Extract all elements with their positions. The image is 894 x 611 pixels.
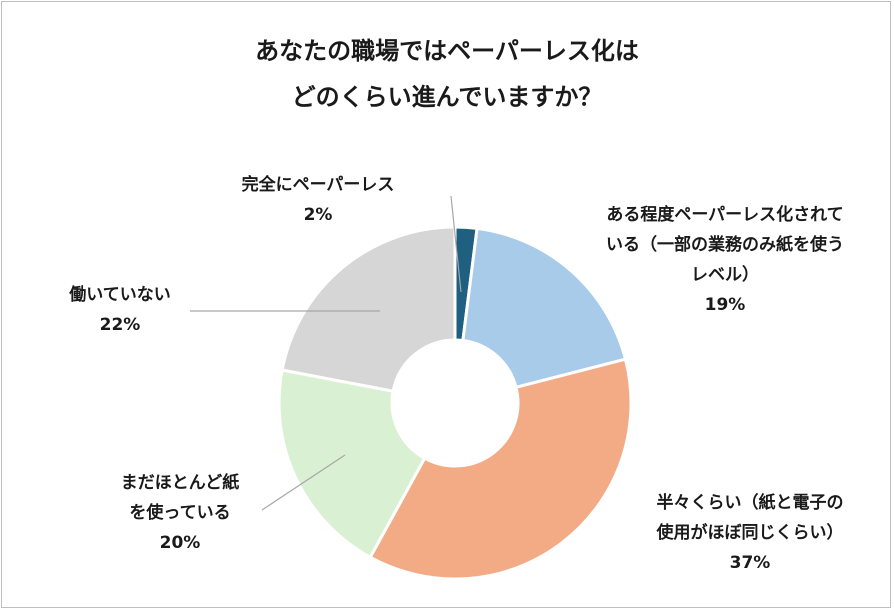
donut-slice-2 (461, 226, 628, 390)
chart-title-line-1: あなたの職場ではペーパーレス化は (255, 37, 639, 65)
leader-line-1 (450, 195, 462, 293)
slice-3-percent-label: 37% (730, 553, 771, 573)
slice-2-label-line-3: レベル） (691, 264, 759, 285)
slice-2-label-line-2: いる（一部の業務のみ紙を使う (606, 234, 844, 255)
slice-5-percent-label: 22% (100, 315, 141, 335)
donut-slice-5 (280, 225, 457, 393)
slice-3-label-line-2: 使用がほぼ同じくらい） (656, 522, 844, 543)
donut-slice-4 (277, 368, 427, 560)
slice-1-percent-label: 2% (304, 205, 333, 225)
slice-4-label-line-2: を使っている (129, 502, 230, 523)
slice-1-label-line-1: 完全にペーパーレス (242, 174, 395, 195)
leader-line-4 (261, 454, 346, 511)
donut-slice-3 (368, 357, 633, 581)
slice-2-percent-label: 19% (705, 295, 746, 315)
chart-title: あなたの職場ではペーパーレス化は どのくらい進んでいますか？ (0, 28, 894, 120)
slice-4-label-line-1: まだほとんど紙 (121, 472, 240, 493)
chart-title-line-2: どのくらい進んでいますか？ (291, 83, 603, 111)
slice-3-label-line-1: 半々くらい（紙と電子の (657, 492, 844, 513)
slice-5-label-line-1: 働いていない (68, 284, 171, 305)
slice-4-percent-label: 20% (160, 533, 201, 553)
slice-2-label-line-1: ある程度ペーパーレス化されて (606, 204, 843, 225)
